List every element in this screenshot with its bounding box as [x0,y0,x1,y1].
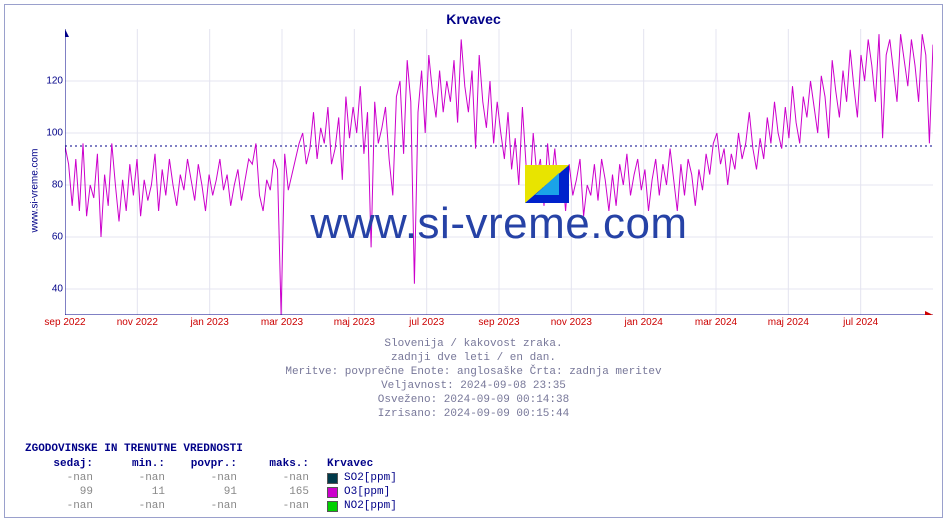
legend-swatch [327,473,338,484]
table-cell: -nan [97,472,169,484]
table-header-row: sedaj: min.: povpr.: maks.: Krvavec [25,457,397,471]
x-tick-label: jul 2023 [409,317,444,328]
legend-swatch [327,501,338,512]
caption-line: zadnji dve leti / en dan. [5,351,942,365]
x-tick-label: jul 2024 [843,317,878,328]
y-tick-labels: 40 60 80 100 120 [41,29,63,315]
series-label: O3[ppm] [344,486,390,498]
chart-title: Krvavec [5,11,942,27]
table-cell: 99 [25,486,97,498]
x-tick-label: sep 2023 [478,317,519,328]
x-tick-label: maj 2023 [334,317,375,328]
table-cell: -nan [241,500,313,512]
y-tick-label: 80 [52,180,63,191]
x-tick-label: sep 2022 [44,317,85,328]
chart-area: www.si-vreme.com [65,29,933,315]
caption-line: Meritve: povprečne Enote: anglosaške Črt… [5,365,942,379]
table-row: 991191165 O3[ppm] [25,485,397,499]
table-cell: -nan [25,500,97,512]
col-header: maks.: [241,458,313,470]
line-chart [65,29,933,315]
stats-table: ZGODOVINSKE IN TRENUTNE VREDNOSTI sedaj:… [25,443,397,513]
table-cell: -nan [97,500,169,512]
series-label: NO2[ppm] [344,500,397,512]
col-header: sedaj: [25,458,97,470]
col-header: min.: [97,458,169,470]
table-cell: -nan [241,472,313,484]
caption-line: Slovenija / kakovost zraka. [5,337,942,351]
station-header: Krvavec [327,458,373,470]
table-row: -nan-nan-nan-nanSO2[ppm] [25,471,397,485]
y-tick-label: 100 [46,128,63,139]
y-tick-label: 60 [52,232,63,243]
series-label: SO2[ppm] [344,472,397,484]
y-tick-label: 120 [46,76,63,87]
table-title: ZGODOVINSKE IN TRENUTNE VREDNOSTI [25,443,397,455]
x-tick-label: mar 2024 [695,317,737,328]
caption-block: Slovenija / kakovost zraka. zadnji dve l… [5,337,942,421]
table-cell: 11 [97,486,169,498]
caption-line: Veljavnost: 2024-09-08 23:35 [5,379,942,393]
x-tick-labels: sep 2022nov 2022jan 2023mar 2023maj 2023… [65,317,933,331]
col-header: povpr.: [169,458,241,470]
table-cell: 165 [241,486,313,498]
table-cell: 91 [169,486,241,498]
table-row: -nan-nan-nan-nanNO2[ppm] [25,499,397,513]
page-frame: Krvavec www.si-vreme.com 40 60 80 100 120 ww… [4,4,943,518]
x-tick-label: jan 2024 [624,317,662,328]
x-tick-label: nov 2022 [117,317,158,328]
y-axis-label: www.si-vreme.com [30,131,41,251]
table-cell: -nan [25,472,97,484]
watermark-icon [525,165,569,203]
x-tick-label: mar 2023 [261,317,303,328]
table-cell: -nan [169,472,241,484]
legend-swatch [327,487,338,498]
x-tick-label: maj 2024 [768,317,809,328]
x-tick-label: jan 2023 [190,317,228,328]
caption-line: Izrisano: 2024-09-09 00:15:44 [5,407,942,421]
y-tick-label: 40 [52,284,63,295]
x-tick-label: nov 2023 [551,317,592,328]
caption-line: Osveženo: 2024-09-09 00:14:38 [5,393,942,407]
table-cell: -nan [169,500,241,512]
